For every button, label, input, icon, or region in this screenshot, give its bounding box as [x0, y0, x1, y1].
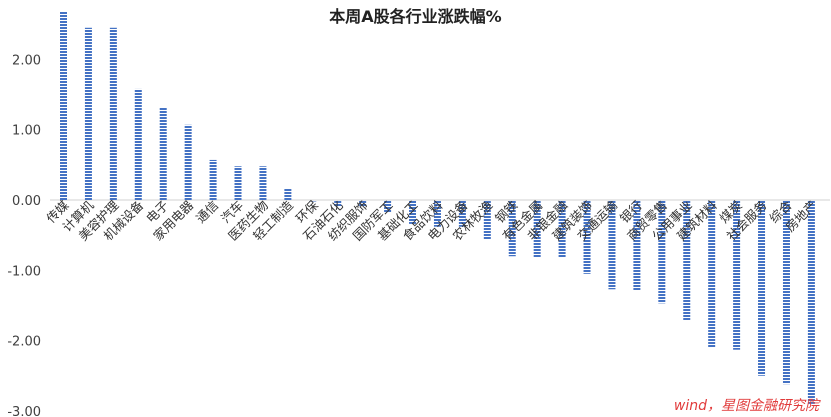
bar	[259, 166, 267, 200]
bar	[433, 200, 441, 227]
bar	[608, 200, 616, 290]
bar	[733, 200, 741, 350]
chart-title: 本周A股各行业涨跌幅%	[329, 7, 502, 26]
y-tick-label: 1.00	[12, 124, 41, 139]
bar	[658, 200, 666, 304]
bar	[384, 200, 392, 213]
bar	[758, 200, 766, 376]
bar	[284, 188, 292, 200]
bar	[234, 166, 242, 200]
bar	[209, 159, 217, 200]
bar	[558, 200, 566, 258]
y-tick-label: 0.00	[12, 194, 41, 209]
bar	[483, 200, 491, 240]
bar	[409, 200, 417, 224]
bar	[583, 200, 591, 274]
bar	[708, 200, 716, 348]
bar	[359, 200, 367, 208]
bar	[683, 200, 691, 321]
category-label: 通信	[193, 198, 221, 226]
bar	[134, 88, 142, 200]
y-tick-label: -3.00	[7, 405, 41, 417]
y-tick-label: -2.00	[7, 335, 41, 350]
source-watermark: wind，星图金融研究院	[673, 398, 819, 414]
bar	[533, 200, 541, 258]
bar	[84, 27, 92, 200]
bar	[60, 11, 67, 201]
bar	[782, 200, 790, 385]
bar	[184, 124, 192, 200]
bar	[309, 200, 317, 202]
bar	[807, 200, 815, 404]
y-tick-label: -1.00	[7, 264, 41, 279]
y-tick-label: 2.00	[12, 53, 41, 68]
bar	[633, 200, 641, 291]
bar	[508, 200, 516, 257]
bar	[458, 200, 466, 227]
bar	[334, 200, 342, 208]
bar	[159, 107, 167, 200]
bar	[109, 27, 117, 200]
